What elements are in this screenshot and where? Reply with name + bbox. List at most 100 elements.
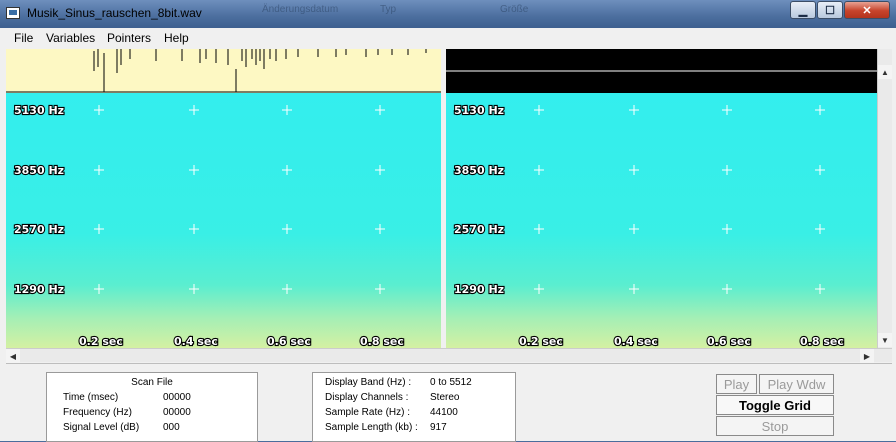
grid-cross	[722, 284, 732, 294]
frequency-label: 1290 Hz	[14, 283, 64, 296]
scan-file-box: Scan File Time (msec) 00000 Frequency (H…	[46, 372, 258, 442]
menu-bar: File Variables Pointers Help	[0, 28, 896, 49]
info-label: Display Channels :	[325, 392, 409, 403]
grid-cross	[722, 105, 732, 115]
info-value: 917	[430, 422, 447, 433]
spectrogram-area	[446, 93, 877, 349]
grid-cross	[189, 284, 199, 294]
frequency-label: 5130 Hz	[454, 104, 504, 117]
time-label: 0.2 sec	[519, 335, 563, 348]
grid-cross	[629, 165, 639, 175]
grid-cross	[722, 165, 732, 175]
play-window-button[interactable]: Play Wdw	[759, 374, 834, 394]
time-labels: 0.2 sec 0.4 sec 0.6 sec 0.8 sec	[518, 334, 845, 349]
grid-crosses	[94, 105, 385, 294]
time-label: 0.4 sec	[614, 335, 658, 348]
info-label: Sample Length (kb) :	[325, 422, 418, 433]
grid-cross	[722, 224, 732, 234]
grid-cross	[534, 105, 544, 115]
window-title: Musik_Sinus_rauschen_8bit.wav	[27, 6, 202, 20]
title-bar: Änderungsdatum Typ Größe Musik_Sinus_rau…	[0, 0, 896, 28]
frequency-label: 5130 Hz	[14, 104, 64, 117]
info-value: 0 to 5512	[430, 377, 472, 388]
grid-cross	[629, 284, 639, 294]
grid-cross	[534, 165, 544, 175]
stop-button[interactable]: Stop	[716, 416, 834, 436]
scroll-up-arrow-icon[interactable]: ▲	[878, 65, 892, 79]
grid-cross	[189, 224, 199, 234]
grid-cross	[282, 105, 292, 115]
background-column-label: Änderungsdatum	[262, 4, 339, 15]
grid-cross	[534, 284, 544, 294]
time-label: 0.6 sec	[707, 335, 751, 348]
app-icon	[6, 7, 20, 19]
frequency-label: 2570 Hz	[454, 223, 504, 236]
left-channel-spectrogram[interactable]: 5130 Hz 3850 Hz 2570 Hz 1290 Hz 0.2 sec 0.4 …	[6, 49, 441, 349]
frequency-label: 3850 Hz	[454, 164, 504, 177]
horizontal-scrollbar[interactable]: ◀ ▶	[6, 348, 892, 363]
scan-label: Time (msec)	[63, 392, 119, 403]
grid-cross	[815, 284, 825, 294]
time-label: 0.8 sec	[800, 335, 844, 348]
waveform-spikes	[93, 49, 427, 92]
scan-label: Signal Level (dB)	[63, 422, 140, 433]
display-info-box: Display Band (Hz) : 0 to 5512 Display Ch…	[312, 372, 516, 442]
menu-file[interactable]: File	[14, 31, 34, 45]
background-column-label: Größe	[500, 4, 529, 15]
grid-cross	[629, 224, 639, 234]
grid-cross	[375, 105, 385, 115]
right-channel-spectrogram[interactable]: 5130 Hz 3850 Hz 2570 Hz 1290 Hz 0.2 sec 0.4 …	[446, 49, 877, 349]
time-label: 0.2 sec	[79, 335, 123, 348]
grid-cross	[282, 284, 292, 294]
grid-cross	[94, 105, 104, 115]
grid-cross	[815, 165, 825, 175]
scan-file-title: Scan File	[131, 377, 173, 388]
grid-cross	[94, 165, 104, 175]
play-button[interactable]: Play	[716, 374, 757, 394]
grid-cross	[94, 284, 104, 294]
frequency-labels: 5130 Hz 3850 Hz 2570 Hz 1290 Hz	[453, 103, 505, 297]
grid-cross	[189, 105, 199, 115]
grid-cross	[815, 224, 825, 234]
close-button[interactable]: ✕	[844, 1, 890, 19]
scroll-down-arrow-icon[interactable]: ▼	[878, 333, 892, 347]
grid-cross	[534, 224, 544, 234]
scan-value: 00000	[163, 407, 191, 418]
frequency-label: 1290 Hz	[454, 283, 504, 296]
toggle-grid-button[interactable]: Toggle Grid	[716, 395, 834, 415]
waveform-band	[6, 49, 441, 93]
info-label: Sample Rate (Hz) :	[325, 407, 411, 418]
scan-value: 000	[163, 422, 180, 433]
scan-label: Frequency (Hz)	[63, 407, 132, 418]
scroll-left-arrow-icon[interactable]: ◀	[6, 349, 20, 363]
spectrogram-area	[6, 93, 441, 349]
grid-cross	[94, 224, 104, 234]
info-value: 44100	[430, 407, 458, 418]
time-label: 0.6 sec	[267, 335, 311, 348]
minimize-button[interactable]: ▁	[790, 1, 816, 19]
background-column-label: Typ	[380, 4, 397, 15]
frequency-label: 2570 Hz	[14, 223, 64, 236]
grid-cross	[375, 165, 385, 175]
grid-cross	[375, 284, 385, 294]
info-label: Display Band (Hz) :	[325, 377, 412, 388]
grid-cross	[375, 224, 385, 234]
menu-pointers[interactable]: Pointers	[107, 31, 152, 45]
menu-help[interactable]: Help	[164, 31, 189, 45]
maximize-button[interactable]: ☐	[817, 1, 843, 19]
time-labels: 0.2 sec 0.4 sec 0.6 sec 0.8 sec	[78, 334, 405, 349]
grid-cross	[189, 165, 199, 175]
menu-variables[interactable]: Variables	[46, 31, 96, 45]
info-value: Stereo	[430, 392, 460, 403]
grid-cross	[282, 224, 292, 234]
frequency-labels: 5130 Hz 3850 Hz 2570 Hz 1290 Hz	[13, 103, 65, 297]
scroll-right-arrow-icon[interactable]: ▶	[860, 349, 874, 363]
time-label: 0.4 sec	[174, 335, 218, 348]
vertical-scrollbar[interactable]: ▲ ▼	[877, 49, 892, 349]
grid-cross	[815, 105, 825, 115]
grid-cross	[282, 165, 292, 175]
grid-crosses	[534, 105, 825, 294]
scan-value: 00000	[163, 392, 191, 403]
status-panel: Scan File Time (msec) 00000 Frequency (H…	[6, 363, 892, 442]
frequency-label: 3850 Hz	[14, 164, 64, 177]
